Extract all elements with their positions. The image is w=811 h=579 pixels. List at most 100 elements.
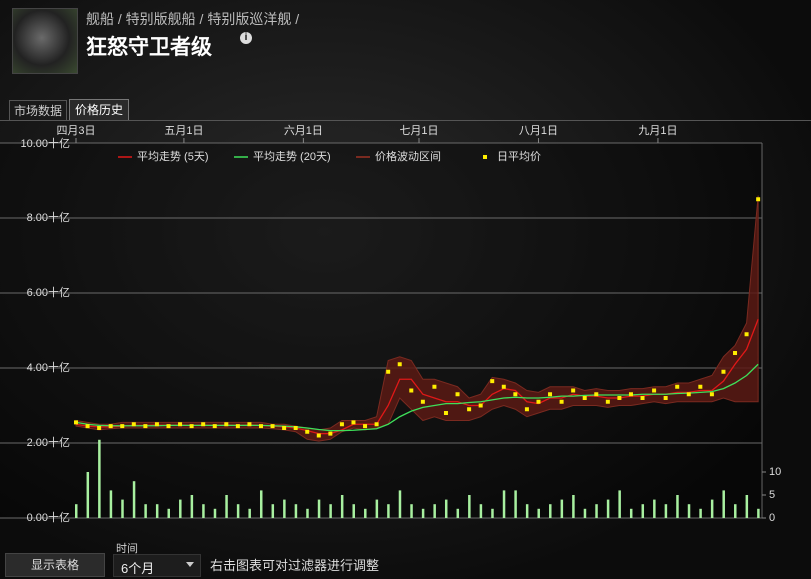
volume-bar bbox=[699, 508, 702, 518]
period-label: 时间 bbox=[116, 543, 138, 555]
volume-bar bbox=[572, 494, 575, 518]
tab-active[interactable]: 价格历史 bbox=[69, 99, 129, 121]
daily-average bbox=[478, 403, 483, 408]
y-tick-label: 10.00十亿 bbox=[20, 136, 70, 150]
volume-bar bbox=[98, 439, 101, 518]
info-icon[interactable]: i bbox=[240, 32, 252, 44]
hint: 右击图表可对过滤器进行调整 bbox=[210, 558, 380, 573]
daily-average bbox=[709, 392, 714, 397]
volume-bar bbox=[734, 504, 737, 518]
daily-average bbox=[652, 388, 657, 393]
tab[interactable]: 市场数据 bbox=[9, 100, 67, 121]
daily-average bbox=[154, 422, 159, 427]
daily-average bbox=[721, 369, 726, 374]
dropdown-arrow bbox=[186, 562, 194, 567]
volume-bar bbox=[421, 508, 425, 518]
period-value: 6个月 bbox=[121, 561, 155, 576]
y2-tick-label: 0 bbox=[769, 512, 775, 524]
daily-average bbox=[178, 422, 183, 427]
volume-bar bbox=[398, 490, 402, 518]
price-chart[interactable]: 0.00十亿 2.00十亿 4.00十亿 6.00十亿 8.00十亿 10.00十亿 0 5 1… bbox=[0, 0, 811, 540]
breadcrumb[interactable]: 舰船 / 特别版舰船 / 特别版巡洋舰 / bbox=[86, 11, 300, 27]
daily-average bbox=[85, 424, 90, 429]
daily-average bbox=[316, 433, 321, 438]
daily-average bbox=[501, 384, 506, 389]
y2-tick-label: 5 bbox=[769, 489, 775, 501]
y2-tick-label: 10 bbox=[769, 466, 781, 478]
daily-average bbox=[605, 399, 610, 404]
volume-bar bbox=[491, 508, 494, 518]
daily-average bbox=[305, 429, 310, 434]
volume-bar bbox=[560, 499, 564, 518]
volume-bar bbox=[583, 508, 587, 518]
volume-bar bbox=[468, 494, 471, 518]
legend-label: 价格波动区间 bbox=[375, 149, 441, 163]
volume-bar bbox=[433, 504, 436, 518]
volume-bar bbox=[641, 504, 645, 518]
daily-average bbox=[490, 379, 495, 384]
volume-bar bbox=[132, 481, 136, 518]
daily-average bbox=[143, 424, 148, 429]
volume-bar bbox=[306, 508, 309, 518]
x-tick-label: 七月1日 bbox=[399, 124, 438, 137]
volume-bar bbox=[456, 508, 460, 518]
daily-average bbox=[524, 407, 529, 412]
period-dropdown[interactable]: 6个月 bbox=[113, 554, 201, 577]
legend-label: 平均走势 (20天) bbox=[253, 150, 331, 163]
daily-average bbox=[120, 424, 125, 429]
daily-average bbox=[582, 396, 587, 400]
volume-bar bbox=[606, 499, 610, 518]
volume-bar bbox=[549, 504, 552, 518]
y-tick-label: 6.00十亿 bbox=[27, 285, 70, 299]
daily-average bbox=[212, 424, 217, 429]
volume-bar bbox=[259, 490, 263, 518]
volume-bar bbox=[722, 490, 725, 518]
daily-average bbox=[97, 426, 102, 430]
daily-average bbox=[571, 388, 576, 393]
legend-swatch bbox=[483, 155, 487, 159]
volume-bar bbox=[121, 499, 124, 518]
item-title: 狂怒守卫者级 bbox=[86, 36, 212, 59]
daily-average bbox=[374, 422, 379, 427]
volume-bar bbox=[479, 504, 483, 518]
volume-bar bbox=[444, 499, 448, 518]
volume-bar bbox=[502, 490, 506, 518]
daily-average bbox=[536, 399, 541, 404]
volume-bar bbox=[144, 504, 147, 518]
daily-average bbox=[224, 422, 229, 427]
x-tick-label: 四月3日 bbox=[56, 125, 95, 137]
volume-bar bbox=[525, 504, 529, 518]
volume-bar bbox=[236, 504, 240, 518]
daily-average bbox=[293, 426, 298, 430]
tab-rule bbox=[0, 120, 811, 121]
daily-average bbox=[201, 422, 206, 427]
daily-average bbox=[235, 424, 240, 429]
volume-bar bbox=[710, 499, 714, 518]
daily-average bbox=[744, 332, 749, 337]
volume-bar bbox=[676, 494, 679, 518]
daily-average bbox=[663, 396, 668, 400]
y-tick-label: 8.00十亿 bbox=[27, 210, 70, 224]
volume-bar bbox=[364, 508, 367, 518]
show-table-button[interactable]: 显示表格 bbox=[5, 553, 105, 577]
daily-average bbox=[131, 422, 136, 427]
daily-average bbox=[166, 424, 171, 429]
daily-average bbox=[467, 407, 472, 412]
plot-area bbox=[0, 143, 762, 518]
volume-bar bbox=[202, 504, 205, 518]
daily-average bbox=[756, 197, 761, 202]
x-tick-label: 五月1日 bbox=[164, 125, 203, 137]
daily-average bbox=[409, 388, 414, 393]
daily-average bbox=[189, 424, 194, 429]
volume-bar bbox=[352, 504, 355, 518]
legend-label: 日平均价 bbox=[497, 150, 541, 163]
volume-bar bbox=[155, 504, 159, 518]
volume-bar bbox=[109, 490, 113, 518]
volume-bar bbox=[167, 508, 170, 518]
volume-bar bbox=[75, 504, 78, 518]
daily-average bbox=[594, 392, 599, 397]
daily-average bbox=[559, 399, 564, 404]
daily-average bbox=[675, 384, 680, 389]
volume-bar bbox=[537, 508, 540, 518]
y-tick-label: 2.00十亿 bbox=[27, 435, 70, 449]
